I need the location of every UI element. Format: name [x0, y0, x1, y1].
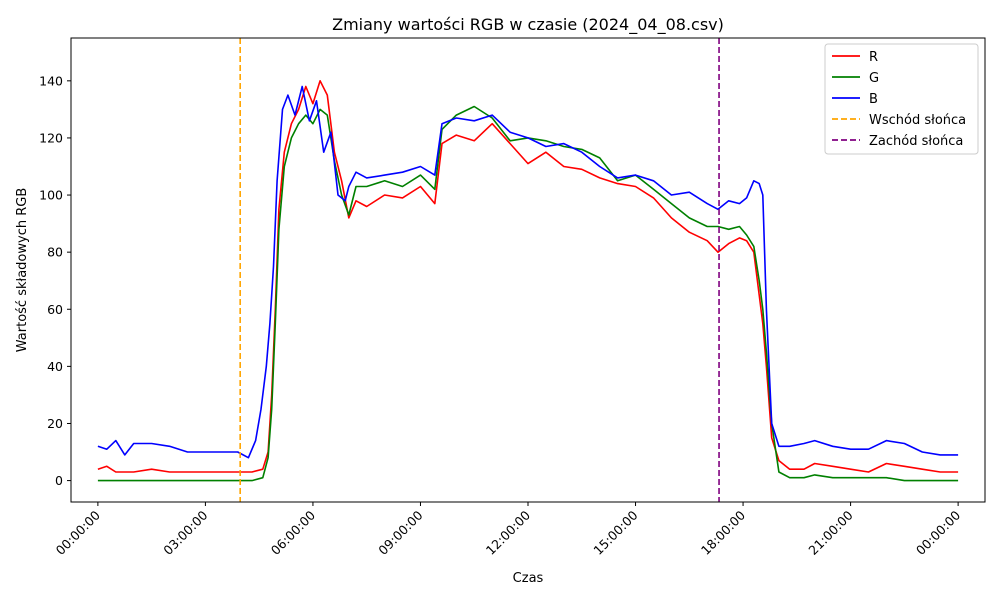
legend-label: Zachód słońca	[869, 134, 963, 149]
legend-label: G	[869, 71, 879, 86]
y-tick-label: 100	[39, 188, 63, 203]
series-layer	[97, 80, 959, 482]
y-axis-title: Wartość składowych RGB	[15, 188, 30, 352]
vertical-lines-layer	[239, 38, 720, 502]
y-tick-label: 80	[47, 245, 63, 260]
series-line-b	[97, 85, 959, 459]
y-tick-label: 40	[47, 359, 63, 374]
legend-label: Wschód słońca	[869, 113, 966, 128]
series-line-g	[97, 105, 959, 482]
legend-label: R	[869, 50, 878, 65]
legend-label: B	[869, 92, 878, 107]
y-tick-label: 60	[47, 302, 63, 317]
y-tick-label: 140	[39, 73, 63, 88]
legend-box	[824, 43, 979, 155]
legend: RGB Wschód słońca Zachód słońca	[824, 43, 979, 155]
chart-title: Zmiany wartości RGB w czasie (2024_04_08…	[332, 15, 724, 35]
y-tick-label: 120	[39, 130, 63, 145]
x-axis-title: Czas	[513, 571, 544, 586]
y-tick-label: 20	[47, 416, 63, 431]
y-tick-label: 0	[55, 473, 63, 488]
y-axis: 0 20 40 60 80 100 120 140	[39, 73, 71, 488]
